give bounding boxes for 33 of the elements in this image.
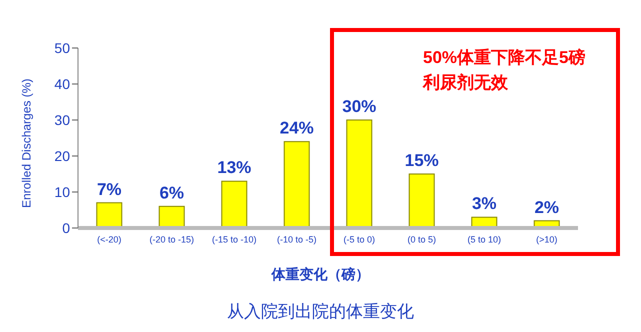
bar [346,120,372,228]
y-tick-label: 40 [54,76,70,92]
data-label: 2% [534,198,560,217]
x-tick-label: (>10) [536,234,558,244]
bar [284,141,310,228]
x-tick-label: (5 to 10) [467,234,502,244]
data-label: 15% [404,151,439,170]
data-label: 13% [217,158,252,178]
x-tick-label: (0 to 5) [407,234,436,244]
bar [96,202,122,228]
data-label: 3% [472,194,497,214]
data-label: 6% [159,183,184,202]
text: 从入院到出院的体重变化 [226,301,415,323]
y-tick-label: 0 [62,220,70,236]
y-axis-title: Enrolled Discharges (%) [19,78,34,208]
x-axis-title: 体重变化（磅） [270,266,370,284]
data-label: 24% [280,118,314,138]
bar [408,174,435,228]
x-tick-label: (-5 to 0) [343,234,376,244]
y-tick-label: 20 [54,148,70,164]
y-tick-label: 30 [54,112,70,128]
data-label: 7% [96,180,122,199]
x-tick-label: (-20 to -15) [149,234,194,244]
data-label: 30% [342,97,376,116]
bar [158,206,185,228]
x-tick-label: (-10 to -5) [276,234,317,244]
y-tick-label: 50 [54,40,70,56]
x-tick-label: (-15 to -10) [212,234,257,244]
bar [221,180,248,228]
annotation: 利尿剂无效 [423,72,508,94]
y-tick-label: 10 [54,184,70,200]
x-tick-label: (<-20) [97,234,122,244]
annotation: 50%体重下降不足5磅 [423,47,586,69]
